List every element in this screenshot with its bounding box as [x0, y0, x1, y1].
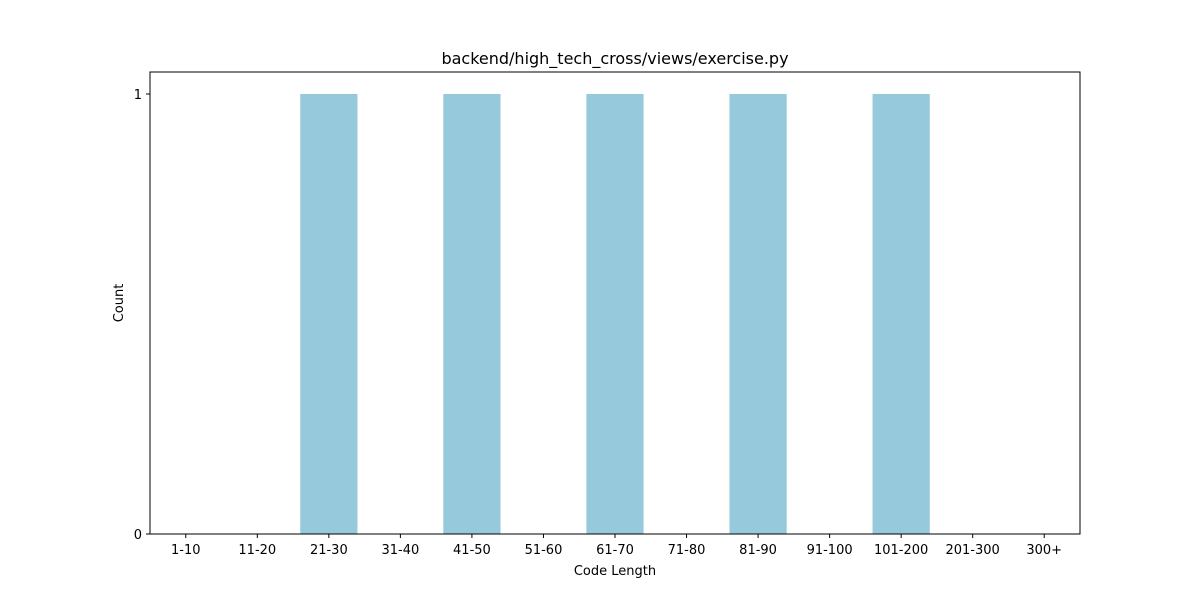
x-tick-label: 11-20 [238, 543, 276, 558]
x-tick-label: 61-70 [596, 543, 634, 558]
x-tick-label: 91-100 [807, 543, 853, 558]
x-tick-label: 71-80 [668, 543, 706, 558]
chart-title: backend/high_tech_cross/views/exercise.p… [441, 49, 788, 69]
bars-group [300, 94, 930, 534]
x-tick-label: 300+ [1026, 543, 1062, 558]
x-tick-label: 101-200 [874, 543, 928, 558]
y-tick-label: 1 [134, 88, 142, 103]
y-axis-title: Count [112, 284, 127, 323]
x-axis-ticks: 1-10 11-20 21-30 31-40 41-50 51-60 61-70 71-80 8… [171, 534, 1062, 558]
bar-101-200 [872, 94, 930, 534]
x-tick-label: 21-30 [310, 543, 348, 558]
bar-61-70 [586, 94, 644, 534]
x-tick-label: 31-40 [381, 543, 419, 558]
x-tick-label: 81-90 [739, 543, 777, 558]
bar-41-50 [443, 94, 501, 534]
y-tick-label: 0 [134, 528, 142, 543]
x-tick-label: 1-10 [171, 543, 201, 558]
bar-21-30 [300, 94, 358, 534]
y-axis-ticks: 01 [134, 88, 150, 543]
x-axis-title: Code Length [574, 564, 656, 579]
x-tick-label: 51-60 [525, 543, 563, 558]
x-tick-label: 201-300 [946, 543, 1000, 558]
x-tick-label: 41-50 [453, 543, 491, 558]
bar-81-90 [729, 94, 787, 534]
